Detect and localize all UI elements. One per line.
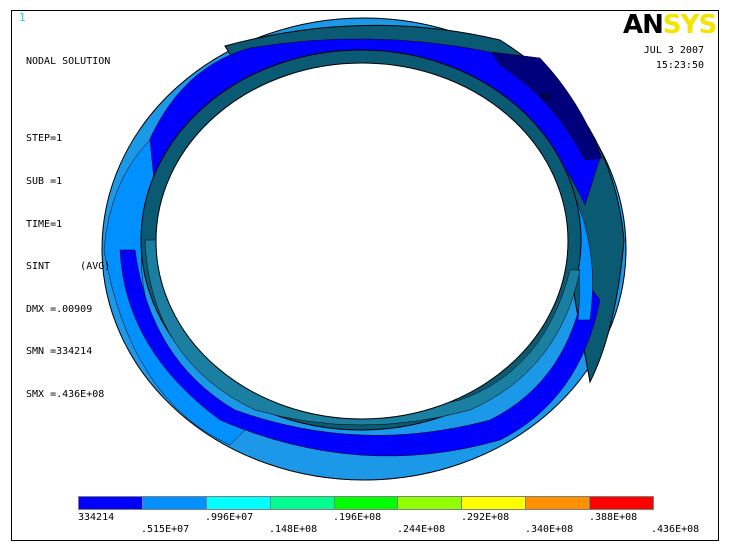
info-step: STEP=1	[26, 133, 63, 145]
legend-swatch-6	[398, 497, 463, 509]
legend-swatch-8	[526, 497, 591, 509]
legend-swatch-7	[462, 497, 527, 509]
date-text: JUL 3 2007	[643, 45, 704, 56]
info-result: SINT (AVG)	[26, 261, 111, 273]
solution-info: NODAL SOLUTION STEP=1 SUB =1 TIME=1 SINT…	[26, 27, 110, 431]
contour-legend	[78, 496, 654, 510]
info-time: TIME=1	[26, 218, 63, 230]
legend-label-5: .196E+08	[333, 512, 382, 523]
graphics-frame	[11, 10, 719, 541]
legend-swatch-5	[334, 497, 399, 509]
legend-label-2: .515E+07	[141, 524, 190, 535]
info-smx: SMX =.436E+08	[26, 388, 105, 400]
legend-label-4: .148E+08	[269, 524, 318, 535]
legend-label-6: .244E+08	[397, 524, 446, 535]
legend-label-8: .340E+08	[525, 524, 574, 535]
legend-swatch-4	[270, 497, 335, 509]
legend-swatch-3	[206, 497, 271, 509]
legend-swatch-2	[142, 497, 207, 509]
timestamp: JUL 3 2007 15:23:50	[626, 43, 704, 73]
info-title: NODAL SOLUTION	[26, 56, 111, 68]
legend-label-10: .436E+08	[651, 524, 700, 535]
time-text: 15:23:50	[655, 60, 704, 71]
info-dmx: DMX =.00909	[26, 303, 93, 315]
ansys-logo: ANSYS	[623, 10, 717, 40]
legend-swatch-1	[79, 497, 143, 509]
max-marker: MX	[541, 93, 552, 103]
legend-label-1: 334214	[78, 512, 115, 523]
ring-max-region	[491, 51, 603, 161]
info-sub: SUB =1	[26, 176, 63, 187]
window-number: 1	[19, 11, 26, 24]
legend-label-7: .292E+08	[461, 512, 510, 523]
legend-swatch-9	[590, 497, 654, 509]
legend-label-3: .996E+07	[205, 512, 254, 523]
ring-hole	[155, 62, 569, 420]
legend-label-9: .388E+08	[589, 512, 638, 523]
info-smn: SMN =334214	[26, 346, 93, 358]
